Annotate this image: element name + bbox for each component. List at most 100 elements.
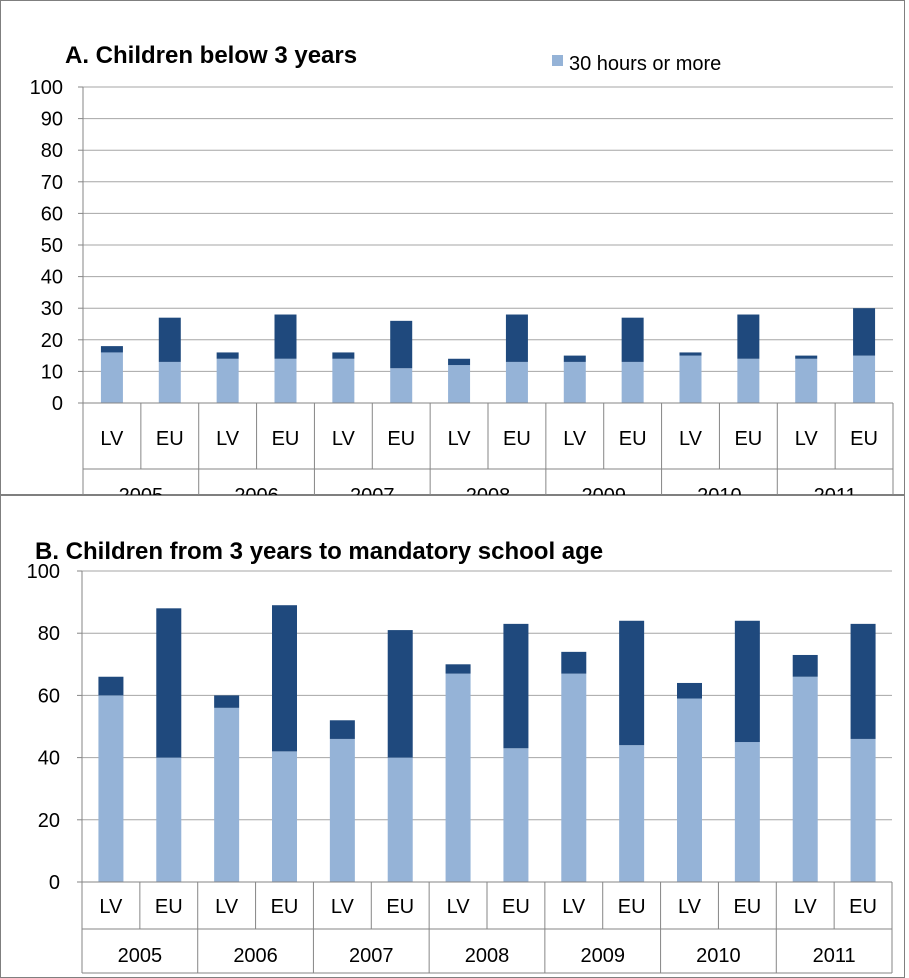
bar-segment-30-hours-or-more	[850, 738, 876, 882]
x-tick-label: LV	[331, 896, 355, 918]
x-tick-label: EU	[733, 896, 761, 918]
bar-segment-30-hours-or-more	[503, 748, 529, 882]
bar-segment-30-hours-or-more	[561, 673, 587, 882]
x-tick-label: LV	[448, 428, 472, 450]
x-tick-label: EU	[849, 896, 877, 918]
x-tick-label: EU	[502, 896, 530, 918]
panel-a-frame	[0, 0, 905, 495]
year-label: 2006	[233, 945, 278, 967]
bar-segment-30-hours-or-more	[390, 368, 413, 403]
bar-segment-other	[214, 695, 240, 708]
year-label: 2011	[813, 945, 856, 967]
y-tick-label: 50	[41, 235, 63, 257]
x-tick-label: LV	[795, 428, 819, 450]
bar-segment-30-hours-or-more	[332, 358, 355, 403]
x-tick-label: LV	[332, 428, 356, 450]
bar-segment-other	[503, 623, 529, 749]
x-tick-label: LV	[216, 428, 240, 450]
y-tick-label: 30	[41, 298, 63, 320]
bar-segment-30-hours-or-more	[272, 751, 297, 882]
bar-segment-30-hours-or-more	[216, 358, 239, 403]
bar-segment-other	[274, 314, 297, 359]
bar-segment-30-hours-or-more	[619, 745, 645, 882]
year-label: 2009	[580, 945, 625, 967]
bar-segment-30-hours-or-more	[734, 742, 760, 882]
bar-segment-30-hours-or-more	[98, 695, 124, 882]
bar-segment-other	[158, 317, 181, 362]
bar-segment-30-hours-or-more	[563, 361, 586, 403]
x-tick-label: LV	[99, 896, 123, 918]
y-tick-label: 100	[27, 561, 60, 583]
bar-segment-other	[445, 664, 471, 674]
x-tick-label: EU	[503, 428, 531, 450]
bar-segment-other	[734, 620, 760, 743]
y-tick-label: 40	[41, 267, 63, 289]
bar-segment-30-hours-or-more	[448, 365, 471, 403]
y-tick-label: 20	[41, 330, 63, 352]
y-tick-label: 100	[30, 77, 63, 99]
bar-segment-30-hours-or-more	[445, 673, 471, 882]
bar-segment-30-hours-or-more	[795, 358, 818, 403]
bar-segment-30-hours-or-more	[853, 355, 876, 403]
bar-segment-other	[561, 651, 587, 674]
bar-segment-other	[737, 314, 760, 359]
bar-segment-30-hours-or-more	[214, 707, 240, 882]
x-tick-label: LV	[215, 896, 239, 918]
legend-swatch-30-hours	[552, 55, 563, 66]
panel-b-plot: 0 20 40 60 80 100 LV EU LV EU LV EU LV EU LV EU LV EU LV EU…	[27, 561, 893, 974]
bar-segment-other	[98, 676, 124, 696]
bar-segment-30-hours-or-more	[329, 738, 355, 882]
bar-segment-other	[390, 320, 413, 369]
y-tick-label: 20	[38, 810, 60, 832]
bar-segment-other	[619, 620, 645, 746]
x-tick-label: LV	[679, 428, 703, 450]
bar-segment-other	[677, 682, 702, 699]
x-tick-label: EU	[850, 428, 878, 450]
y-tick-label: 60	[41, 203, 63, 225]
bar-segment-other	[853, 308, 876, 356]
y-tick-label: 0	[49, 872, 60, 894]
bar-segment-other	[850, 623, 876, 739]
x-tick-label: EU	[619, 428, 647, 450]
x-tick-label: EU	[272, 428, 300, 450]
y-tick-label: 90	[41, 109, 63, 131]
bar-segment-30-hours-or-more	[792, 676, 818, 882]
bar-segment-other	[795, 355, 818, 359]
y-tick-label: 70	[41, 172, 63, 194]
bar-segment-other	[505, 314, 528, 362]
bar-segment-30-hours-or-more	[156, 757, 182, 882]
y-tick-label: 40	[38, 748, 60, 770]
y-tick-label: 80	[38, 623, 60, 645]
bar-segment-30-hours-or-more	[505, 361, 528, 403]
x-tick-label: EU	[618, 896, 646, 918]
bar-segment-other	[156, 608, 182, 758]
bar-segment-other	[679, 352, 702, 356]
x-tick-label: EU	[156, 428, 184, 450]
bar-segment-30-hours-or-more	[679, 355, 702, 403]
x-tick-label: EU	[734, 428, 762, 450]
legend-label-30-hours: 30 hours or more	[569, 53, 721, 75]
x-tick-label: LV	[447, 896, 471, 918]
y-tick-label: 10	[41, 361, 63, 383]
bar-segment-30-hours-or-more	[274, 358, 297, 403]
x-tick-label: LV	[794, 896, 818, 918]
bar-segment-30-hours-or-more	[387, 757, 413, 882]
panel-b-title: B. Children from 3 years to mandatory sc…	[35, 538, 603, 565]
bar-segment-other	[332, 352, 355, 359]
panel-a-title: A. Children below 3 years	[65, 42, 357, 69]
bar-segment-30-hours-or-more	[737, 358, 760, 403]
x-tick-label: EU	[386, 896, 414, 918]
bar-segment-30-hours-or-more	[621, 361, 644, 403]
bar-segment-other	[216, 352, 239, 359]
bar-segment-other	[329, 720, 355, 739]
x-tick-label: LV	[100, 428, 124, 450]
y-tick-label: 60	[38, 685, 60, 707]
y-tick-label: 0	[52, 393, 63, 415]
year-label: 2005	[118, 945, 163, 967]
y-tick-label: 80	[41, 140, 63, 162]
x-tick-label: EU	[387, 428, 415, 450]
bar-segment-other	[563, 355, 586, 362]
bar-segment-30-hours-or-more	[100, 352, 123, 403]
bar-segment-30-hours-or-more	[158, 361, 181, 403]
x-tick-label: EU	[271, 896, 299, 918]
